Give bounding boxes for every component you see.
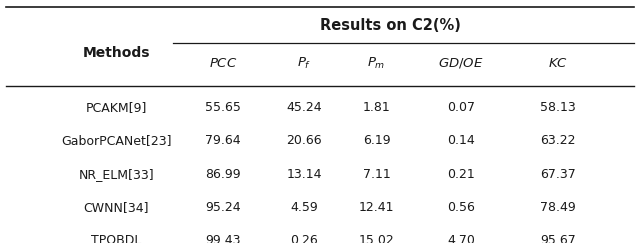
Text: 1.81: 1.81: [363, 101, 390, 114]
Text: Results on C2(%): Results on C2(%): [320, 17, 461, 33]
Text: 55.65: 55.65: [205, 101, 241, 114]
Text: 15.02: 15.02: [358, 234, 394, 243]
Text: PCAKM[9]: PCAKM[9]: [86, 101, 147, 114]
Text: 45.24: 45.24: [287, 101, 322, 114]
Text: 58.13: 58.13: [540, 101, 576, 114]
Text: 78.49: 78.49: [540, 201, 576, 214]
Text: $P_m$: $P_m$: [367, 56, 386, 71]
Text: 0.26: 0.26: [291, 234, 318, 243]
Text: 6.19: 6.19: [363, 134, 390, 148]
Text: 99.43: 99.43: [205, 234, 241, 243]
Text: 67.37: 67.37: [540, 167, 576, 181]
Text: $KC$: $KC$: [548, 57, 568, 70]
Text: $GD/OE$: $GD/OE$: [438, 56, 484, 70]
Text: 0.07: 0.07: [447, 101, 475, 114]
Text: 7.11: 7.11: [363, 167, 390, 181]
Text: 0.14: 0.14: [447, 134, 475, 148]
Text: 79.64: 79.64: [205, 134, 241, 148]
Text: 4.70: 4.70: [447, 234, 475, 243]
Text: $PCC$: $PCC$: [209, 57, 237, 70]
Text: 86.99: 86.99: [205, 167, 241, 181]
Text: 4.59: 4.59: [291, 201, 318, 214]
Text: 95.24: 95.24: [205, 201, 241, 214]
Text: 0.56: 0.56: [447, 201, 475, 214]
Text: 13.14: 13.14: [287, 167, 322, 181]
Text: GaborPCANet[23]: GaborPCANet[23]: [61, 134, 172, 148]
Text: Methods: Methods: [83, 46, 150, 60]
Text: 0.21: 0.21: [447, 167, 475, 181]
Text: NR_ELM[33]: NR_ELM[33]: [78, 167, 154, 181]
Text: $P_f$: $P_f$: [297, 56, 312, 71]
Text: 12.41: 12.41: [358, 201, 394, 214]
Text: TPOBDL: TPOBDL: [91, 234, 141, 243]
Text: 95.67: 95.67: [540, 234, 576, 243]
Text: 20.66: 20.66: [287, 134, 322, 148]
Text: CWNN[34]: CWNN[34]: [83, 201, 149, 214]
Text: 63.22: 63.22: [541, 134, 576, 148]
